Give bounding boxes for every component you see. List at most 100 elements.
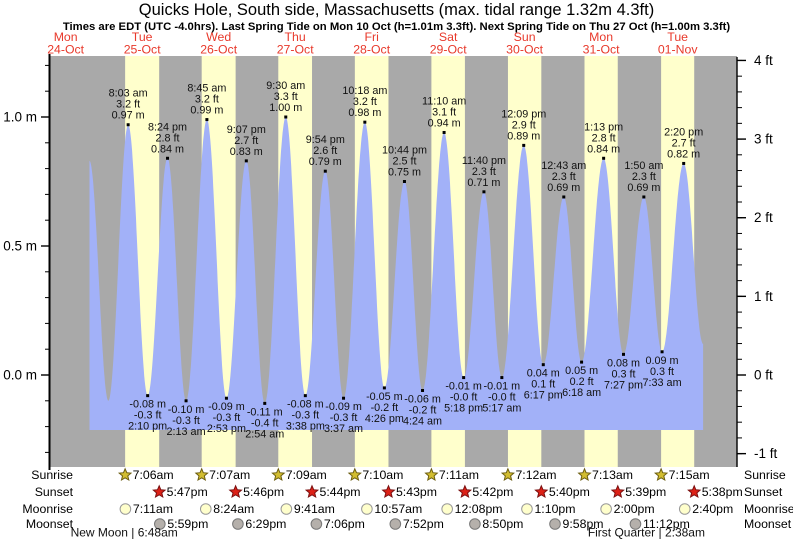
tide-extreme-dot — [462, 376, 466, 380]
sunrise-star-icon — [653, 467, 669, 482]
tide-high-label-line: 2.3 ft — [472, 166, 496, 178]
tide-high-label-line: 0.84 m — [587, 143, 620, 155]
moonset-circle-icon — [232, 518, 244, 530]
tide-low-label-line: -0.4 ft — [251, 417, 279, 429]
tide-extreme-dot — [402, 180, 406, 183]
moonset-circle-icon — [469, 518, 481, 530]
tide-high-label-line: 0.94 m — [428, 117, 461, 129]
tide-high-label-line: 1:13 pm — [584, 121, 623, 133]
tide-extreme-dot — [166, 156, 170, 160]
right-axis-tick-label: 1 ft — [754, 289, 773, 304]
tide-low-label-line: 0.09 m — [646, 355, 679, 367]
tide-extreme-dot — [602, 156, 606, 160]
tide-high-label-line: 0.79 m — [309, 156, 342, 168]
tide-low-label-line: -0.3 ft — [330, 412, 358, 424]
astro-row-label-left-sunset: Sunset — [35, 485, 74, 499]
day-label-weekday: Mon — [54, 30, 78, 44]
tide-high-label-line: 0.83 m — [230, 146, 263, 158]
chart-title: Quicks Hole, South side, Massachusetts (… — [138, 1, 655, 19]
day-label-date: 25-Oct — [124, 43, 161, 57]
moonrise-time: 2:00pm — [614, 502, 655, 516]
tide-extreme-dot — [642, 195, 646, 199]
tide-high-label-line: 8:03 am — [109, 88, 148, 100]
moonset-time: 5:59pm — [167, 517, 208, 531]
tide-extreme-dot — [126, 123, 130, 127]
tide-low-label-line: 2:54 am — [245, 428, 284, 440]
astro-row-label-right-sunrise: Sunrise — [744, 468, 786, 482]
tide-high-label-line: 1:50 am — [624, 160, 663, 172]
chart-subtitle: Times are EDT (UTC -4.0hrs). Last Spring… — [62, 21, 731, 33]
day-label-date: 24-Oct — [47, 43, 84, 57]
right-axis-tick-label: 3 ft — [754, 132, 773, 147]
tide-high-label-line: 12:09 pm — [501, 108, 546, 120]
tide-extreme-dot — [146, 394, 150, 398]
tide-high-label-line: 0.84 m — [151, 143, 184, 155]
tide-low-label-line: 6:18 am — [562, 387, 601, 399]
sunset-time: 5:42pm — [472, 485, 513, 499]
astro-row-label-right-sunset: Sunset — [744, 485, 783, 499]
sunset-time: 5:40pm — [549, 485, 590, 499]
sunrise-star-icon — [271, 467, 286, 482]
tide-low-label-line: 6:17 pm — [524, 390, 563, 402]
day-label-weekday: Sun — [514, 30, 536, 44]
moonrise-time: 7:11am — [133, 502, 173, 516]
tide-extreme-dot — [342, 396, 346, 400]
tide-low-label-line: 4:24 am — [403, 415, 442, 427]
tide-high-label-line: 3.2 ft — [116, 99, 140, 111]
sunset-star-icon — [457, 484, 473, 499]
tide-high-label-line: 2.8 ft — [592, 132, 616, 144]
tide-low-label-line: -0.01 m — [445, 381, 482, 393]
tide-low-label-line: 3:38 pm — [286, 421, 325, 433]
tide-low-label-line: 5:18 pm — [444, 403, 483, 415]
sunrise-time: 7:13am — [592, 468, 633, 482]
right-axis-tick-label: 4 ft — [754, 53, 773, 68]
tide-high-label-line: 10:18 am — [342, 85, 387, 97]
tide-low-label-line: -0.08 m — [129, 399, 166, 411]
tide-low-label-line: -0.0 ft — [488, 392, 516, 404]
tide-high-label-line: 0.99 m — [190, 105, 223, 117]
tide-extreme-dot — [660, 350, 664, 354]
moonrise-circle-icon — [521, 503, 533, 515]
tide-low-label-line: 0.3 ft — [650, 366, 674, 378]
moonset-circle-icon — [549, 518, 561, 530]
tide-extreme-dot — [303, 394, 307, 398]
sunset-star-icon — [534, 484, 549, 499]
moonrise-circle-icon — [600, 503, 612, 515]
sunrise-time: 7:10am — [362, 468, 403, 482]
tide-extreme-dot — [263, 401, 267, 405]
tide-extreme-dot — [562, 195, 566, 199]
sunrise-time: 7:06am — [133, 468, 174, 482]
day-label-weekday: Mon — [589, 30, 613, 44]
tide-high-label-line: 0.75 m — [388, 167, 421, 179]
tide-high-label-line: 2.3 ft — [552, 171, 576, 183]
tide-low-label-line: 0.1 ft — [531, 379, 555, 391]
tide-low-label-line: 4:26 pm — [365, 413, 404, 425]
tide-high-label-line: 10:44 pm — [382, 145, 427, 157]
day-label-date: 28-Oct — [353, 43, 390, 57]
tide-high-label-line: 11:10 am — [422, 95, 466, 107]
tide-low-label-line: -0.09 m — [325, 401, 362, 413]
right-axis-tick-label: -1 ft — [754, 446, 778, 461]
sunset-star-icon — [381, 484, 396, 499]
tide-extreme-dot — [500, 376, 504, 380]
moonset-time: 7:06pm — [324, 517, 365, 531]
sunset-star-icon — [304, 484, 320, 499]
sunset-star-icon — [610, 484, 625, 499]
moonrise-circle-icon — [119, 503, 132, 515]
tide-low-label-line: -0.3 ft — [134, 410, 162, 422]
tide-low-label-line: -0.2 ft — [371, 402, 399, 414]
astro-row-label-left-moonrise: Moonrise — [22, 502, 73, 516]
tide-extreme-dot — [382, 386, 386, 390]
astro-row-label-left-moonset: Moonset — [26, 517, 74, 531]
right-axis-tick-label: 0 ft — [754, 368, 773, 383]
tide-extreme-dot — [205, 118, 209, 122]
astro-row-label-left-sunrise: Sunrise — [31, 468, 73, 482]
tide-high-label-line: 2.7 ft — [234, 135, 258, 147]
tide-high-label-line: 0.69 m — [547, 182, 580, 194]
moonset-time: 8:50pm — [482, 517, 523, 531]
tide-high-label-line: 0.71 m — [467, 177, 500, 189]
sunset-time: 5:43pm — [396, 485, 437, 499]
astro-row-label-right-moonset: Moonset — [744, 517, 792, 531]
